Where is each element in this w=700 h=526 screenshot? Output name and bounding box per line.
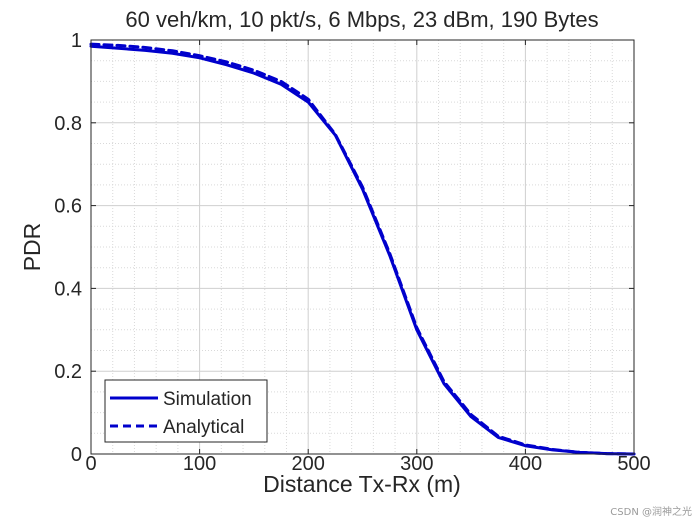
x-tick-label: 500 bbox=[617, 453, 650, 475]
x-tick-label: 0 bbox=[85, 453, 96, 475]
legend: Simulation Analytical bbox=[104, 379, 268, 443]
y-axis-label: PDR bbox=[19, 223, 45, 272]
series-analytical-line bbox=[89, 42, 636, 456]
y-tick-label: 0.2 bbox=[54, 361, 82, 383]
y-tick-label: 0 bbox=[71, 444, 82, 466]
x-tick-label: 100 bbox=[183, 453, 216, 475]
plot-frame bbox=[90, 39, 635, 455]
chart-title: 60 veh/km, 10 pkt/s, 6 Mbps, 23 dBm, 190… bbox=[125, 7, 598, 32]
major-grid bbox=[90, 39, 635, 455]
x-tick-labels: 0 100 200 300 400 500 bbox=[85, 453, 650, 475]
series-layer bbox=[89, 42, 636, 456]
x-tick-label: 400 bbox=[509, 453, 542, 475]
x-tick-label: 200 bbox=[292, 453, 325, 475]
y-tick-labels: 0 0.2 0.4 0.6 0.8 1 bbox=[54, 30, 82, 466]
legend-analytical-label: Analytical bbox=[163, 417, 244, 438]
legend-simulation-label: Simulation bbox=[163, 389, 252, 410]
x-tick-label: 300 bbox=[400, 453, 433, 475]
y-tick-label: 0.8 bbox=[54, 113, 82, 135]
y-tick-label: 0.4 bbox=[54, 278, 82, 300]
y-tick-label: 0.6 bbox=[54, 196, 82, 218]
watermark-text: CSDN @润神之光 bbox=[610, 507, 692, 518]
y-tick-label: 1 bbox=[71, 30, 82, 52]
x-axis-label: Distance Tx-Rx (m) bbox=[263, 471, 461, 497]
legend-box bbox=[104, 379, 268, 443]
